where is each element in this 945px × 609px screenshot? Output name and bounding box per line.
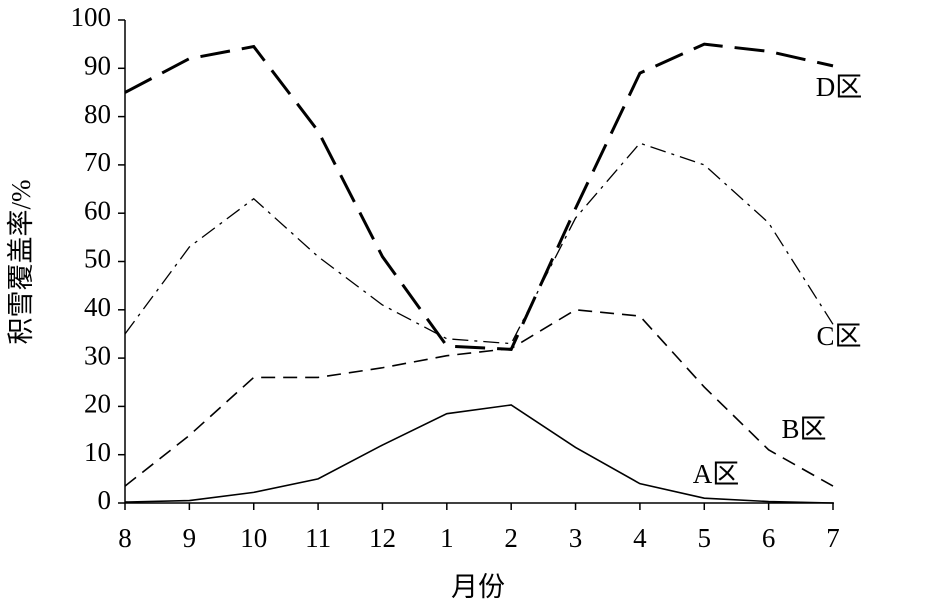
y-tick-label: 0: [98, 485, 112, 515]
x-tick-label: 5: [698, 523, 712, 553]
y-tick-label: 10: [84, 437, 111, 467]
y-tick-label: 100: [71, 2, 112, 32]
x-tick-label: 7: [826, 523, 840, 553]
x-tick-label: 12: [369, 523, 396, 553]
series-label: B区: [781, 414, 826, 444]
y-axis-label: 积雪覆盖率/%: [6, 180, 36, 345]
y-tick-label: 90: [84, 51, 111, 81]
series-label: C区: [816, 321, 861, 351]
x-tick-label: 9: [183, 523, 197, 553]
series-label: A区: [693, 459, 740, 489]
y-tick-label: 60: [84, 195, 111, 225]
y-tick-label: 30: [84, 340, 111, 370]
x-tick-label: 4: [633, 523, 647, 553]
y-tick-label: 40: [84, 292, 111, 322]
x-tick-label: 6: [762, 523, 776, 553]
series-line: [124, 142, 834, 345]
y-tick-label: 20: [84, 389, 111, 419]
series-label: D区: [816, 72, 863, 102]
x-axis-label: 月份: [451, 572, 505, 602]
series-line: [124, 308, 834, 487]
x-tick-label: 1: [440, 523, 454, 553]
y-tick-label: 70: [84, 147, 111, 177]
series-line: [124, 404, 834, 504]
y-tick-label: 50: [84, 244, 111, 274]
y-tick-label: 80: [84, 99, 111, 129]
x-tick-label: 11: [305, 523, 331, 553]
x-tick-label: 2: [504, 523, 518, 553]
x-tick-label: 8: [118, 523, 132, 553]
series-line: [124, 42, 834, 351]
x-tick-label: 3: [569, 523, 583, 553]
x-tick-label: 10: [240, 523, 267, 553]
